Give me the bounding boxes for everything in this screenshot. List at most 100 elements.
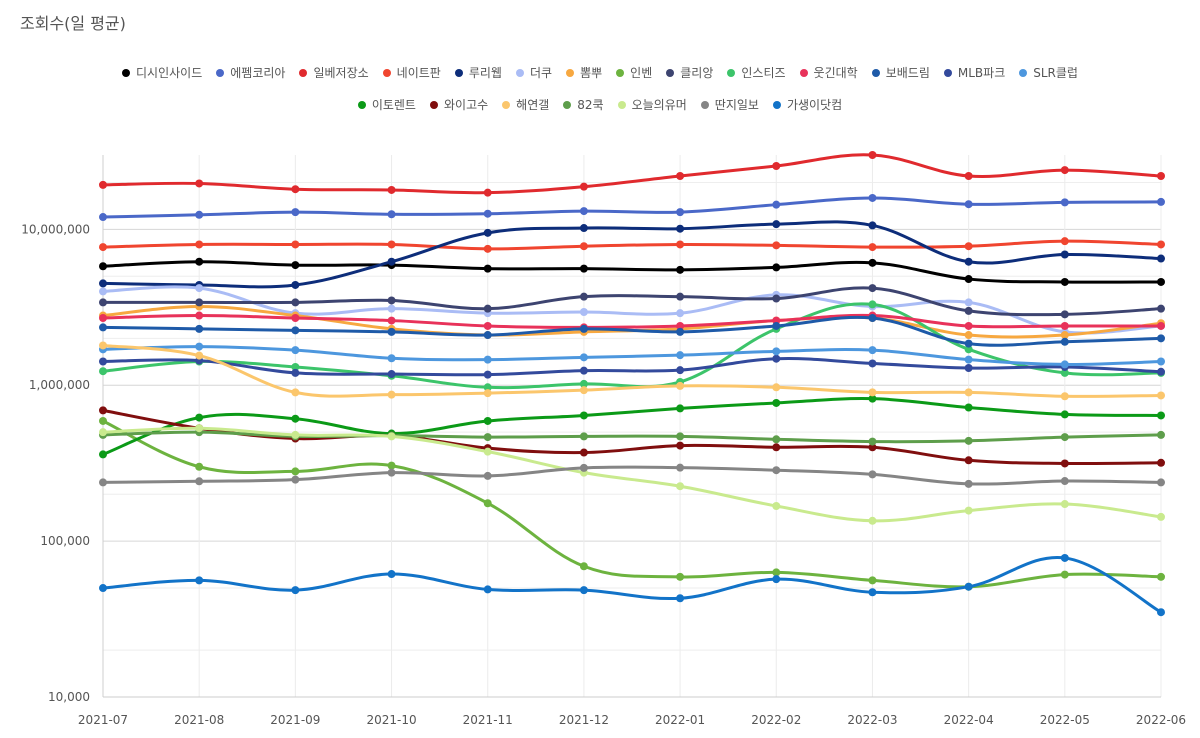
data-point	[483, 416, 492, 425]
data-point	[579, 182, 588, 191]
series-보배드림	[99, 314, 1165, 348]
legend-dot-icon	[799, 68, 808, 77]
series-클리앙	[99, 284, 1165, 319]
data-point	[387, 390, 396, 399]
data-point	[1060, 410, 1069, 419]
series-line	[101, 260, 1163, 284]
data-point	[483, 447, 492, 456]
data-point	[387, 185, 396, 194]
series-인벤	[99, 416, 1165, 591]
x-tick-label: 2022-02	[751, 713, 801, 727]
legend-item[interactable]: SLR클럽	[1019, 64, 1078, 81]
legend-item[interactable]: 디시인사이드	[122, 64, 202, 81]
data-point	[964, 456, 973, 465]
data-point	[1060, 321, 1069, 330]
data-point	[579, 562, 588, 571]
data-point	[772, 321, 781, 330]
data-point	[964, 321, 973, 330]
series-line	[101, 153, 1163, 195]
series-오늘의유머	[99, 424, 1165, 525]
data-point	[195, 210, 204, 219]
data-point	[964, 582, 973, 591]
data-point	[99, 323, 107, 332]
legend-item[interactable]: 오늘의유머	[617, 96, 687, 113]
data-point	[387, 468, 396, 477]
data-point	[1157, 572, 1165, 581]
data-point	[676, 482, 685, 491]
legend-dot-icon	[454, 68, 463, 77]
data-point	[99, 584, 107, 593]
data-point	[483, 228, 492, 237]
legend-dot-icon	[666, 68, 675, 77]
series-line	[101, 408, 1163, 466]
legend-item[interactable]: 클리앙	[666, 64, 713, 81]
data-point	[1060, 360, 1069, 369]
data-point	[579, 324, 588, 333]
data-point	[964, 436, 973, 445]
legend-item[interactable]: 인스티즈	[727, 64, 786, 81]
legend-item[interactable]: 82쿡	[563, 96, 604, 113]
legend-item[interactable]: 네이트판	[382, 64, 441, 81]
data-point	[1157, 391, 1165, 400]
legend-item[interactable]: 보배드림	[871, 64, 930, 81]
data-point	[387, 432, 396, 441]
legend-item[interactable]: 와이고수	[429, 96, 488, 113]
data-point	[676, 321, 685, 330]
series-line	[101, 285, 1163, 335]
legend-item[interactable]: 에펨코리아	[216, 64, 285, 81]
legend-item[interactable]: 웃긴대학	[799, 64, 858, 81]
series-line	[101, 345, 1163, 366]
data-point	[195, 342, 204, 351]
data-point	[676, 381, 685, 390]
legend-item[interactable]: 딴지일보	[700, 96, 759, 113]
legend-label: 딴지일보	[714, 98, 759, 112]
legend-label: 루리웹	[468, 66, 502, 80]
data-point	[579, 463, 588, 472]
data-point	[868, 516, 877, 525]
data-point	[868, 284, 877, 293]
data-point	[772, 466, 781, 475]
data-point	[868, 443, 877, 452]
legend-item[interactable]: 뽐뿌	[566, 64, 602, 81]
legend-dot-icon	[566, 68, 575, 77]
data-point	[291, 208, 300, 217]
data-point	[483, 433, 492, 442]
data-point	[195, 298, 204, 307]
data-point	[291, 280, 300, 289]
series-에펨코리아	[99, 193, 1165, 222]
data-point	[964, 331, 973, 340]
legend-label: SLR클럽	[1033, 66, 1078, 80]
data-point	[195, 179, 204, 188]
legend-dot-icon	[563, 100, 572, 109]
data-point	[99, 213, 107, 222]
legend-item[interactable]: 루리웹	[454, 64, 502, 81]
data-point	[291, 467, 300, 476]
data-point	[579, 264, 588, 273]
data-point	[291, 314, 300, 323]
data-point	[964, 479, 973, 488]
legend-item[interactable]: 해연갤	[502, 96, 549, 113]
series-일베저장소	[99, 151, 1165, 197]
legend-label: MLB파크	[957, 66, 1006, 80]
data-point	[772, 443, 781, 452]
legend-item[interactable]: MLB파크	[943, 64, 1006, 81]
data-point	[291, 346, 300, 355]
data-point	[579, 448, 588, 457]
legend-item[interactable]: 더쿠	[515, 64, 552, 81]
legend-item[interactable]: 가생이닷컴	[772, 96, 842, 113]
data-point	[1060, 570, 1069, 579]
x-tick-label: 2022-06	[1136, 713, 1186, 727]
legend-dot-icon	[382, 68, 391, 77]
legend-item[interactable]: 인벤	[616, 64, 652, 81]
legend-item[interactable]: 일베저장소	[299, 64, 369, 81]
data-point	[868, 314, 877, 323]
data-point	[676, 351, 685, 360]
x-tick-label: 2021-07	[78, 713, 128, 727]
legend-dot-icon	[216, 68, 225, 77]
data-point	[676, 208, 685, 217]
series-line	[101, 343, 1163, 398]
legend-item[interactable]: 이토렌트	[357, 96, 416, 113]
data-point	[676, 327, 685, 336]
data-point	[676, 171, 685, 180]
